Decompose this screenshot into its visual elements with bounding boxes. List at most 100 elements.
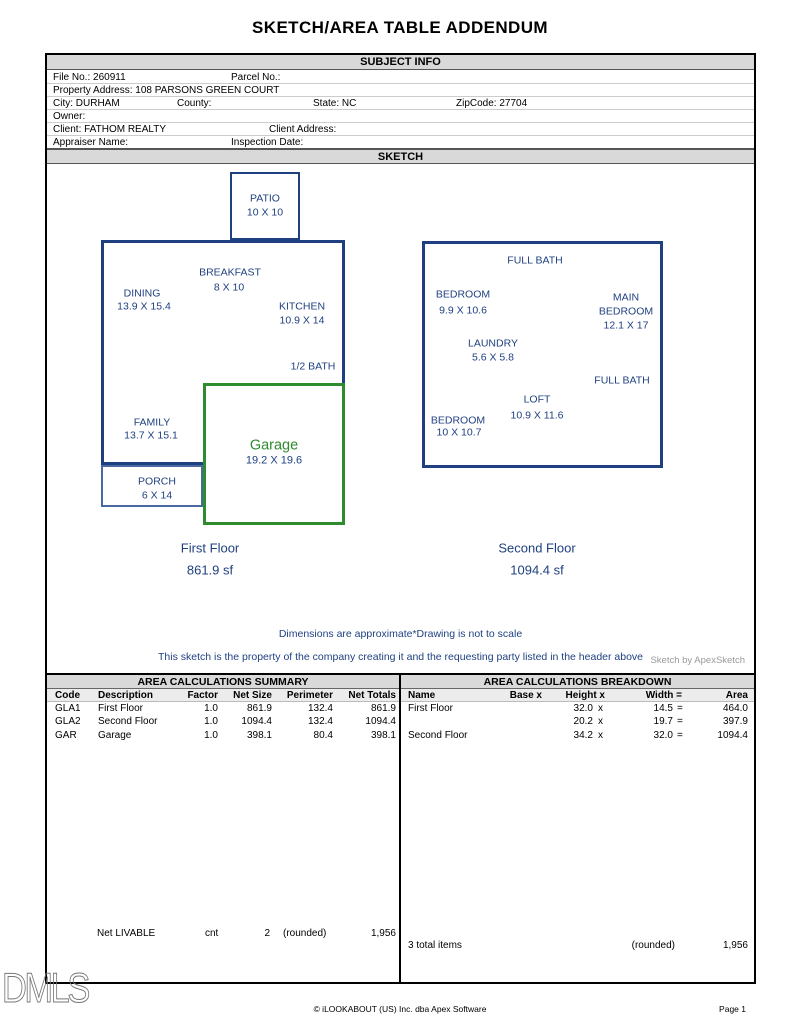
disclaimer-note-1: Dimensions are approximate*Drawing is no… (278, 628, 523, 640)
room-dims-kitchen: 10.9 X 14 (279, 314, 325, 327)
summary-col-code: Code (55, 690, 80, 701)
city-field: City: DURHAM (53, 98, 120, 109)
subject-row-city: City: DURHAM County: State: NC ZipCode: … (47, 97, 754, 110)
room-dims-laundry: 5.6 X 5.8 (471, 351, 515, 364)
cell-name: First Floor (408, 703, 453, 714)
cell-factor: 1.0 (204, 703, 218, 714)
first-floor-caption: First Floor (180, 540, 240, 556)
net-livable-total: 1,956 (370, 928, 396, 939)
summary-col-nettotals: Net Totals (348, 690, 396, 701)
eq-symbol: = (677, 716, 683, 727)
garage-outline (203, 383, 345, 525)
breakdown-row-2: 20.2 x 19.7 = 397.9 (401, 715, 754, 728)
cnt-label: cnt (205, 928, 219, 939)
summary-total-row: Net LIVABLE cnt 2 (rounded) 1,956 (47, 927, 399, 940)
summary-table-title: AREA CALCULATIONS SUMMARY (47, 675, 399, 689)
x-symbol: x (598, 730, 603, 741)
cell-width: 14.5 (653, 703, 673, 714)
cell-perimeter: 132.4 (307, 716, 333, 727)
parcel-no-field: Parcel No.: (231, 72, 281, 83)
cell-nettotal: 398.1 (370, 730, 396, 741)
breakdown-col-name: Name (408, 690, 436, 701)
cell-height: 34.2 (573, 730, 593, 741)
net-livable-label: Net LIVABLE (97, 928, 156, 939)
cell-code: GLA2 (55, 716, 81, 727)
subject-row-address: Property Address: 108 PARSONS GREEN COUR… (47, 84, 754, 97)
room-dims-dining: 13.9 X 15.4 (117, 300, 171, 313)
footer-copyright: © iLOOKABOUT (US) Inc. dba Apex Software (313, 1004, 487, 1014)
room-label-garage: Garage (249, 437, 299, 454)
breakdown-row-3: Second Floor 34.2 x 32.0 = 1094.4 (401, 729, 754, 742)
breakdown-col-area: Area (725, 690, 748, 701)
cell-code: GAR (55, 730, 77, 741)
rounded-label: (rounded) (631, 940, 675, 951)
eq-symbol: = (677, 703, 683, 714)
tables-divider (399, 673, 401, 984)
second-floor-outline (422, 241, 663, 468)
room-label-full-bath-top: FULL BATH (507, 254, 563, 267)
cell-area: 1094.4 (717, 730, 748, 741)
total-items-value: 1,956 (722, 940, 748, 951)
cell-width: 19.7 (653, 716, 673, 727)
dmls-watermark: DMLS (2, 964, 91, 1012)
first-floor-area: 861.9 sf (186, 562, 234, 578)
summary-row-gla1: GLA1 First Floor 1.0 861.9 132.4 861.9 (47, 702, 399, 715)
cell-width: 32.0 (653, 730, 673, 741)
room-label-family: FAMILY (133, 416, 171, 429)
cell-height: 20.2 (573, 716, 593, 727)
summary-col-netsize: Net Size (233, 690, 272, 701)
room-dims-garage: 19.2 X 19.6 (245, 454, 303, 467)
sketch-header: SKETCH (47, 149, 754, 164)
cell-name: Second Floor (408, 730, 468, 741)
file-no-field: File No.: 260911 (53, 72, 126, 83)
second-floor-caption: Second Floor (498, 540, 576, 556)
room-dims-loft: 10.9 X 11.6 (510, 409, 564, 422)
cell-nettotal: 861.9 (370, 703, 396, 714)
summary-row-gla2: GLA2 Second Floor 1.0 1094.4 132.4 1094.… (47, 715, 399, 728)
disclaimer-note-2: This sketch is the property of the compa… (157, 651, 644, 663)
room-dims-breakfast: 8 X 10 (213, 281, 245, 294)
room-dims-patio: 10 X 10 (246, 206, 284, 219)
subject-row-file: File No.: 260911 Parcel No.: (47, 71, 754, 84)
cell-desc: Garage (98, 730, 132, 741)
cell-perimeter: 132.4 (307, 703, 333, 714)
apexsketch-credit: Sketch by ApexSketch (650, 655, 745, 666)
room-label-loft: LOFT (523, 393, 551, 406)
cell-factor: 1.0 (204, 730, 218, 741)
subject-row-client: Client: FATHOM REALTY Client Address: (47, 123, 754, 136)
room-label-dining: DINING (123, 287, 161, 300)
subject-info-header: SUBJECT INFO (47, 55, 754, 70)
breakdown-col-base: Base x (509, 690, 542, 701)
cell-desc: Second Floor (98, 716, 158, 727)
breakdown-col-width: Width = (645, 690, 682, 701)
cell-netsize: 398.1 (246, 730, 272, 741)
subject-row-owner: Owner: (47, 110, 754, 123)
room-dims-bedroom-2: 10 X 10.7 (436, 426, 482, 439)
room-label-bedroom-2: BEDROOM (430, 414, 486, 427)
cnt-value: 2 (264, 928, 270, 939)
summary-col-perimeter: Perimeter (286, 690, 333, 701)
cell-netsize: 861.9 (246, 703, 272, 714)
page-title: SKETCH/AREA TABLE ADDENDUM (252, 18, 548, 37)
cell-area: 464.0 (722, 703, 748, 714)
breakdown-total-row: 3 total items (rounded) 1,956 (401, 939, 754, 952)
room-label-full-bath-right: FULL BATH (594, 374, 650, 387)
patio-outline (230, 172, 300, 240)
room-label-half-bath: 1/2 BATH (290, 360, 336, 373)
summary-row-gar: GAR Garage 1.0 398.1 80.4 398.1 (47, 729, 399, 742)
total-items-label: 3 total items (408, 940, 462, 951)
breakdown-table-title: AREA CALCULATIONS BREAKDOWN (401, 675, 754, 689)
cell-factor: 1.0 (204, 716, 218, 727)
x-symbol: x (598, 703, 603, 714)
room-dims-bedroom-1: 9.9 X 10.6 (439, 304, 487, 317)
property-address-field: Property Address: 108 PARSONS GREEN COUR… (53, 85, 280, 96)
footer-page-number: Page 1 (719, 1004, 746, 1014)
cell-nettotal: 1094.4 (365, 716, 396, 727)
room-label-bedroom-1: BEDROOM (435, 288, 491, 301)
room-label-breakfast: BREAKFAST (199, 266, 261, 279)
room-label-main-bedroom-1: MAIN (612, 291, 640, 304)
summary-col-factor: Factor (187, 690, 218, 701)
x-symbol: x (598, 716, 603, 727)
cell-desc: First Floor (98, 703, 143, 714)
